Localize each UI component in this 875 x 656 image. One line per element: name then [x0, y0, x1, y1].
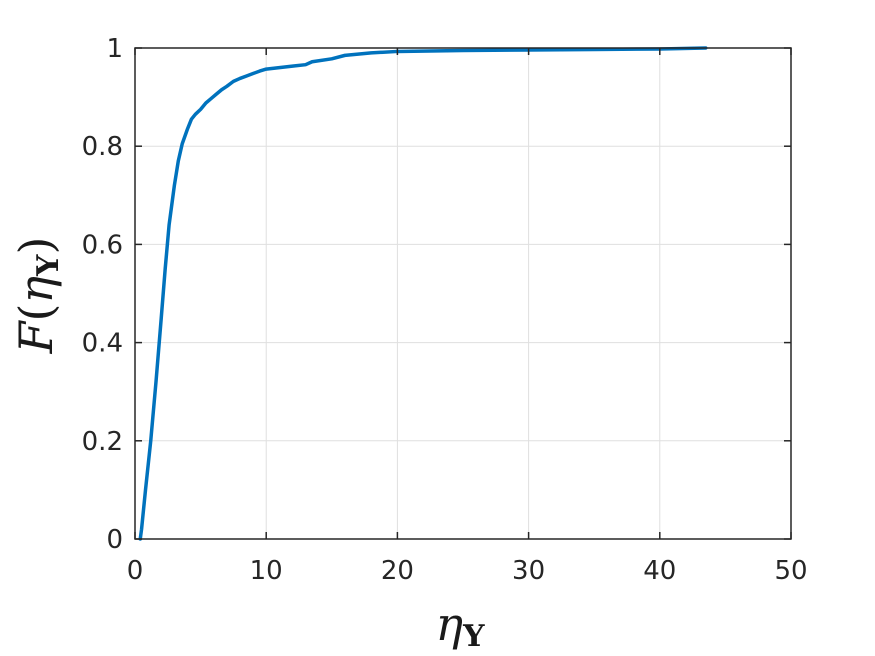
cdf-line	[138, 46, 708, 541]
x-tick-label: 40	[643, 556, 676, 586]
y-axis-label: F(ηY)	[9, 237, 66, 355]
series-layer	[138, 46, 708, 541]
x-tick-label: 20	[381, 556, 414, 586]
y-tick-label: 0.2	[82, 427, 123, 457]
y-tick-label: 1	[106, 34, 123, 64]
y-tick-label: 0.8	[82, 132, 123, 162]
axes-box	[134, 47, 792, 540]
ticks: 0 10 20 30 40 50 0 0.2 0.4 0.6 0.8 1	[82, 34, 808, 586]
x-tick-label: 30	[512, 556, 545, 586]
x-tick-label: 50	[774, 556, 807, 586]
x-tick-label: 0	[127, 556, 144, 586]
y-tick-label: 0.6	[82, 230, 123, 260]
y-tick-label: 0	[106, 525, 123, 555]
x-axis-label: ηY	[436, 597, 486, 654]
x-tick-label: 10	[250, 556, 283, 586]
y-tick-label: 0.4	[82, 329, 123, 359]
grid	[134, 47, 792, 540]
